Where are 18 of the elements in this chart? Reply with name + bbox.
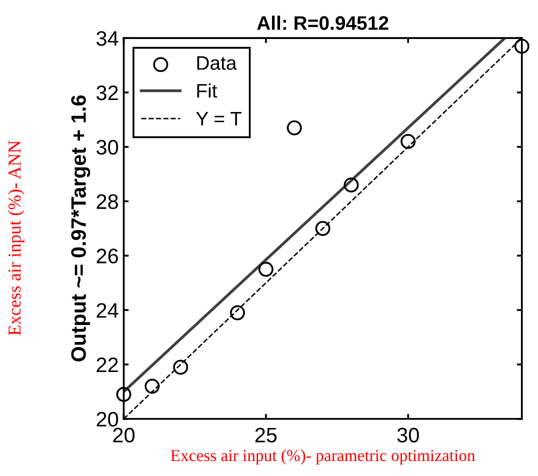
y-tick-label: 34 — [96, 31, 118, 46]
y-tick-label: 24 — [96, 303, 118, 318]
y-tick-label: 30 — [96, 140, 118, 155]
text: Excess air input (%)- ANN — [8, 140, 24, 336]
y-tick-label: 32 — [96, 85, 118, 100]
legend-label: Data — [197, 56, 237, 70]
legend-label: Y = T — [196, 112, 242, 126]
y-tick-label: 28 — [96, 194, 118, 210]
x-tick-label: 20 — [113, 428, 135, 443]
y-tick-label: 26 — [96, 248, 118, 264]
x-axis-title: Excess air input (%)- parametric optimization — [170, 449, 476, 465]
chart-title: All: R=0.94512 — [257, 16, 388, 30]
y-axis-title: Output ~= 0.97*Target + 1.6 — [71, 95, 90, 362]
y-tick-label: 20 — [96, 412, 118, 427]
legend-label: Fit — [197, 83, 218, 98]
y-tick-label: 22 — [96, 357, 118, 372]
x-tick-label: 30 — [397, 428, 419, 443]
x-tick-label: 25 — [255, 428, 277, 443]
